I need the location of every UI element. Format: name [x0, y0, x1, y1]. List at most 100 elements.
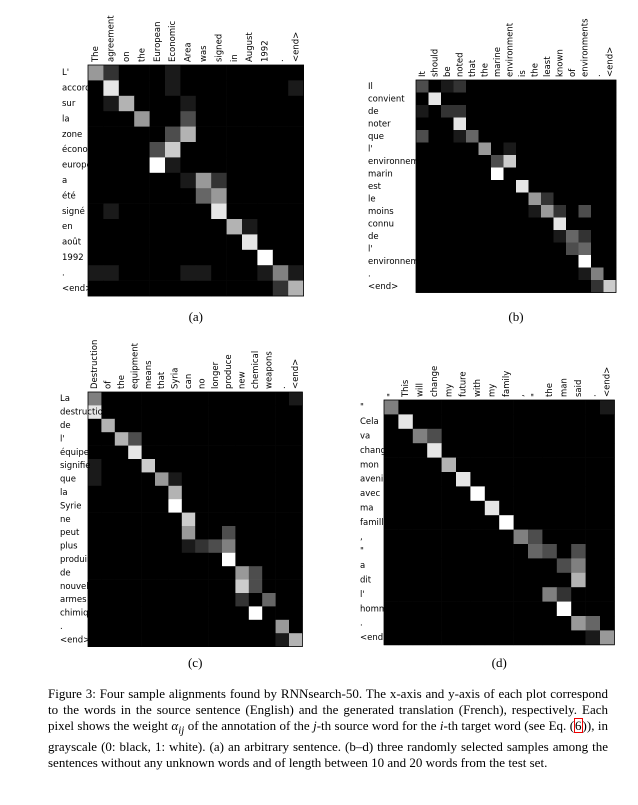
y-word: chimiques — [60, 609, 104, 619]
weight-cell — [181, 485, 196, 500]
weight-cell — [478, 255, 492, 268]
weight-cell — [195, 265, 212, 281]
weight-cell — [288, 126, 304, 143]
weight-cell — [499, 428, 514, 444]
x-word: that — [468, 59, 478, 77]
weight-cell — [528, 117, 542, 131]
weight-cell — [257, 280, 274, 297]
weight-cell — [591, 117, 604, 131]
weight-cell — [528, 428, 543, 444]
weight-cell — [88, 539, 102, 554]
weight-cell — [516, 267, 529, 281]
weight-cell — [571, 587, 586, 602]
y-word: . — [360, 619, 363, 629]
weight-cell — [541, 167, 554, 181]
weight-cell — [556, 472, 572, 487]
weight-cell — [257, 142, 274, 158]
weight-cell — [553, 80, 567, 93]
weight-cell — [470, 472, 486, 487]
weight-cell — [155, 499, 169, 513]
weight-cell — [384, 443, 399, 458]
weight-cell — [516, 217, 529, 231]
weight-cell — [600, 572, 615, 588]
weight-cell — [441, 558, 457, 574]
weight-cell — [141, 633, 156, 647]
weight-cell — [208, 593, 223, 607]
plot-frame — [87, 64, 305, 297]
weight-cell — [470, 630, 486, 646]
weight-cell — [412, 601, 428, 617]
weight-cell — [427, 428, 442, 444]
weight-cell — [134, 234, 150, 251]
weight-cell — [235, 445, 250, 460]
weight-cell — [180, 249, 197, 266]
weight-cell — [149, 219, 166, 235]
weight-cell — [478, 230, 492, 243]
weight-cell — [208, 579, 223, 594]
weight-cell — [542, 616, 558, 631]
weight-cell — [566, 205, 579, 218]
weight-cell — [248, 499, 263, 513]
weight-cell — [503, 242, 517, 256]
weight-cell — [114, 566, 129, 580]
weight-cell — [118, 172, 135, 189]
weight-cell — [262, 579, 276, 594]
weight-cell — [289, 485, 303, 500]
weight-cell — [441, 205, 454, 218]
weight-cell — [427, 587, 442, 602]
weight-cell — [114, 472, 129, 487]
weight-cell — [128, 566, 142, 580]
weight-cell — [114, 633, 129, 647]
weight-cell — [528, 486, 543, 502]
weight-cell — [211, 80, 227, 97]
x-word: be — [443, 66, 453, 77]
weight-cell — [470, 457, 486, 473]
weight-cell — [149, 249, 166, 266]
y-word: <end> — [360, 633, 390, 643]
weight-cell — [384, 472, 399, 487]
weight-cell — [484, 428, 500, 444]
weight-cell — [114, 526, 129, 540]
weight-cell — [262, 472, 276, 487]
weight-cell — [222, 472, 236, 487]
weight-cell — [181, 593, 196, 607]
weight-cell — [427, 558, 442, 574]
weight-cell — [491, 130, 504, 143]
weight-cell — [103, 126, 120, 143]
weight-cell — [398, 443, 414, 458]
weight-cell — [235, 566, 250, 580]
weight-cell — [155, 633, 169, 647]
weight-cell — [398, 558, 414, 574]
weight-cell — [412, 515, 428, 530]
weight-cell — [398, 428, 414, 444]
weight-cell — [141, 593, 156, 607]
weight-cell — [88, 157, 104, 174]
weight-cell — [211, 219, 227, 235]
weight-cell — [412, 443, 428, 458]
weight-cell — [195, 593, 209, 607]
weight-cell — [441, 117, 454, 131]
figure: The agreement on the European Economic Area was… — [60, 15, 617, 670]
weight-cell — [289, 445, 303, 460]
weight-cell — [180, 126, 197, 143]
weight-cell — [235, 392, 250, 406]
weight-cell — [272, 80, 289, 97]
weight-cell — [566, 180, 579, 193]
y-word: Il — [368, 82, 373, 92]
weight-cell — [585, 400, 601, 415]
weight-cell — [181, 633, 196, 647]
equation-ref[interactable]: 6 — [574, 718, 583, 733]
weight-cell — [541, 180, 554, 193]
weight-cell — [168, 499, 183, 513]
weight-cell — [456, 572, 471, 588]
weight-cell — [528, 217, 542, 231]
weight-cell — [88, 552, 102, 567]
weight-cell — [181, 526, 196, 540]
x-word: <end> — [291, 32, 301, 62]
weight-cell — [262, 606, 276, 621]
weight-cell — [155, 485, 169, 500]
weight-cell — [195, 526, 209, 540]
weight-cell — [222, 445, 236, 460]
weight-cell — [499, 400, 514, 415]
x-word: <end> — [603, 367, 613, 397]
